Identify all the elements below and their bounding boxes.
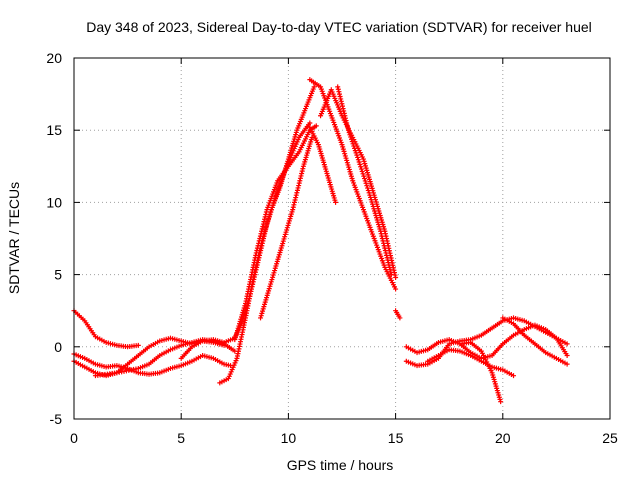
data-series-track-6 bbox=[217, 84, 317, 386]
series-markers bbox=[307, 124, 339, 205]
series-markers bbox=[71, 308, 141, 350]
data-series-track-10 bbox=[307, 77, 399, 292]
y-tick-label: 0 bbox=[54, 339, 62, 355]
x-tick-label: 10 bbox=[281, 430, 297, 446]
x-tick-label: 0 bbox=[70, 430, 78, 446]
data-series-track-9 bbox=[307, 124, 339, 205]
series-markers bbox=[457, 339, 504, 405]
series-markers bbox=[318, 87, 399, 280]
series-markers bbox=[335, 84, 394, 278]
grid bbox=[74, 58, 610, 419]
plot-frame bbox=[73, 57, 611, 420]
y-tick-label: 5 bbox=[54, 267, 62, 283]
x-tick-label: 20 bbox=[495, 430, 511, 446]
axis-ticks: 0 5 10 15 20 25 -5 0 5 10 15 20 bbox=[46, 50, 618, 446]
series-markers bbox=[500, 315, 570, 367]
data-series-track-18 bbox=[500, 315, 570, 367]
y-axis-label: SDTVAR / TECUs bbox=[6, 182, 22, 294]
series-markers bbox=[232, 123, 319, 343]
data-series-track-17 bbox=[457, 339, 504, 405]
x-tick-label: 15 bbox=[388, 430, 404, 446]
x-tick-label: 5 bbox=[177, 430, 185, 446]
y-tick-label: 15 bbox=[46, 122, 62, 138]
x-axis-label: GPS time / hours bbox=[287, 457, 394, 473]
y-tick-label: 10 bbox=[46, 194, 62, 210]
series-markers bbox=[217, 84, 317, 386]
x-tick-label: 25 bbox=[602, 430, 618, 446]
data-series-track-7 bbox=[232, 123, 319, 343]
y-tick-label: 20 bbox=[46, 50, 62, 66]
series-markers bbox=[307, 77, 399, 292]
data-series-track-8 bbox=[258, 134, 315, 321]
data-series-track-15 bbox=[403, 322, 570, 361]
chart-title: Day 348 of 2023, Sidereal Day-to-day VTE… bbox=[86, 19, 592, 35]
series-markers bbox=[393, 308, 403, 321]
series-markers bbox=[258, 134, 315, 321]
data-series-track-11 bbox=[318, 87, 399, 280]
data-series-track-12 bbox=[335, 84, 394, 278]
y-tick-label: -5 bbox=[50, 411, 63, 427]
series-markers bbox=[403, 322, 570, 361]
data-series-track-1 bbox=[71, 308, 141, 350]
data-series-layer bbox=[71, 77, 570, 405]
data-series-track-13 bbox=[393, 308, 403, 321]
